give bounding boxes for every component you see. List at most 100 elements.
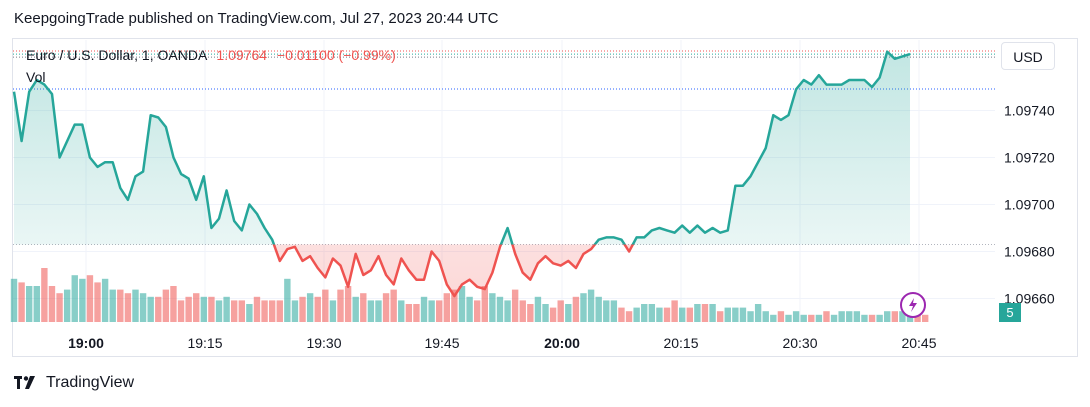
area-below-baseline	[14, 244, 910, 297]
volume-bar	[170, 286, 177, 322]
x-tick-label: 20:45	[901, 335, 936, 351]
volume-bar	[405, 304, 413, 322]
volume-bar	[101, 278, 109, 322]
volume-bar	[443, 293, 451, 322]
volume-bar	[686, 307, 693, 322]
y-tick-label: 1.09700	[1004, 197, 1055, 213]
volume-bar	[648, 304, 656, 322]
price-chart[interactable]: 1.09660 1.09680 1.09700 1.09720 1.09740 19:00…	[0, 0, 1090, 360]
volume-bar	[109, 289, 116, 322]
y-tick-label: 1.09680	[1004, 244, 1055, 260]
volume-bar	[899, 311, 906, 322]
volume-bar	[527, 304, 534, 322]
volume-bar	[603, 300, 610, 322]
x-tick-label: 19:45	[424, 335, 459, 351]
volume-bar	[155, 296, 162, 322]
volume-bar	[390, 289, 397, 322]
volume-bar	[344, 286, 352, 322]
volume-bar	[534, 296, 542, 322]
volume-bar	[511, 289, 519, 322]
volume-bar	[770, 314, 777, 322]
volume-bar	[701, 304, 709, 322]
volume-bar	[428, 300, 435, 322]
volume-bar	[124, 293, 132, 322]
volume-bar	[314, 296, 321, 322]
brand-footer: TradingView	[14, 374, 134, 392]
currency-button[interactable]: USD	[1001, 42, 1055, 70]
volume-bar	[238, 300, 245, 322]
volume-bar	[777, 311, 785, 322]
volume-bar	[276, 300, 283, 322]
volume-bar	[193, 293, 200, 322]
volume-bar	[299, 296, 306, 322]
tradingview-logo-icon	[14, 376, 35, 389]
volume-bar	[200, 296, 208, 322]
volume-bar	[572, 296, 580, 322]
volume-bar	[473, 300, 481, 322]
x-tick-label: 20:00	[544, 335, 580, 351]
volume-bar	[747, 311, 754, 322]
x-tick-label: 19:00	[68, 335, 104, 351]
volume-bar	[458, 286, 466, 322]
volume-bar	[656, 307, 663, 322]
volume-bar	[375, 300, 382, 322]
volume-bar	[625, 311, 633, 322]
volume-bar	[876, 314, 883, 322]
volume-bar	[177, 300, 185, 322]
volume-bar	[815, 314, 823, 322]
volume-bar	[716, 311, 724, 322]
volume-bar	[322, 289, 329, 322]
volume-bar	[853, 311, 861, 322]
volume-bar	[549, 307, 557, 322]
volume-bar	[284, 278, 291, 322]
volume-bar	[117, 289, 124, 322]
brand-name: TradingView	[46, 374, 135, 391]
volume-badge: 5	[999, 303, 1021, 322]
volume-bar	[56, 293, 63, 322]
volume-bar	[367, 300, 375, 322]
volume-bar	[337, 289, 344, 322]
volume-bar	[838, 311, 845, 322]
volume-bar	[800, 314, 807, 322]
price-line-below	[272, 244, 635, 298]
volume-bar	[33, 286, 40, 322]
volume-bar	[754, 304, 762, 322]
volume-bar	[162, 289, 170, 322]
volume-bar	[618, 307, 625, 322]
volume-bar	[451, 289, 458, 322]
volume-bar	[610, 300, 618, 322]
volume-bar	[633, 307, 640, 322]
volume-bar	[185, 296, 192, 322]
volume-bar	[291, 300, 299, 322]
volume-bar	[86, 275, 94, 322]
volume-bar	[466, 296, 473, 322]
volume-bar	[496, 296, 504, 322]
volume-bar	[679, 307, 686, 322]
area-above-baseline	[14, 51, 910, 245]
publish-info: KeepgoingTrade published on TradingView.…	[14, 10, 499, 27]
volume-bar	[10, 278, 18, 322]
x-tick-label: 20:15	[663, 335, 698, 351]
x-tick-label: 19:15	[187, 335, 222, 351]
volume-bar	[268, 300, 276, 322]
x-tick-label: 20:30	[782, 335, 817, 351]
volume-bar	[557, 300, 564, 322]
chart-frame[interactable]	[12, 38, 1078, 357]
volume-bar	[830, 314, 838, 322]
volume-bar	[352, 296, 359, 322]
volume-bar	[565, 304, 572, 322]
volume-bar	[785, 314, 792, 322]
volume-bar	[808, 314, 815, 322]
volume-bar	[671, 300, 678, 322]
volume-bar	[360, 293, 367, 322]
volume-label: Vol	[26, 69, 46, 85]
volume-bar	[63, 289, 71, 322]
lightning-glyph-icon	[909, 298, 917, 312]
volume-bar	[641, 304, 648, 322]
price-change: −0.01100 (−0.99%)	[276, 47, 396, 63]
lightning-icon[interactable]	[900, 292, 926, 318]
volume-bar	[329, 300, 337, 322]
volume-bar	[94, 282, 101, 322]
volume-bar	[587, 289, 595, 322]
volume-bar	[132, 289, 139, 322]
